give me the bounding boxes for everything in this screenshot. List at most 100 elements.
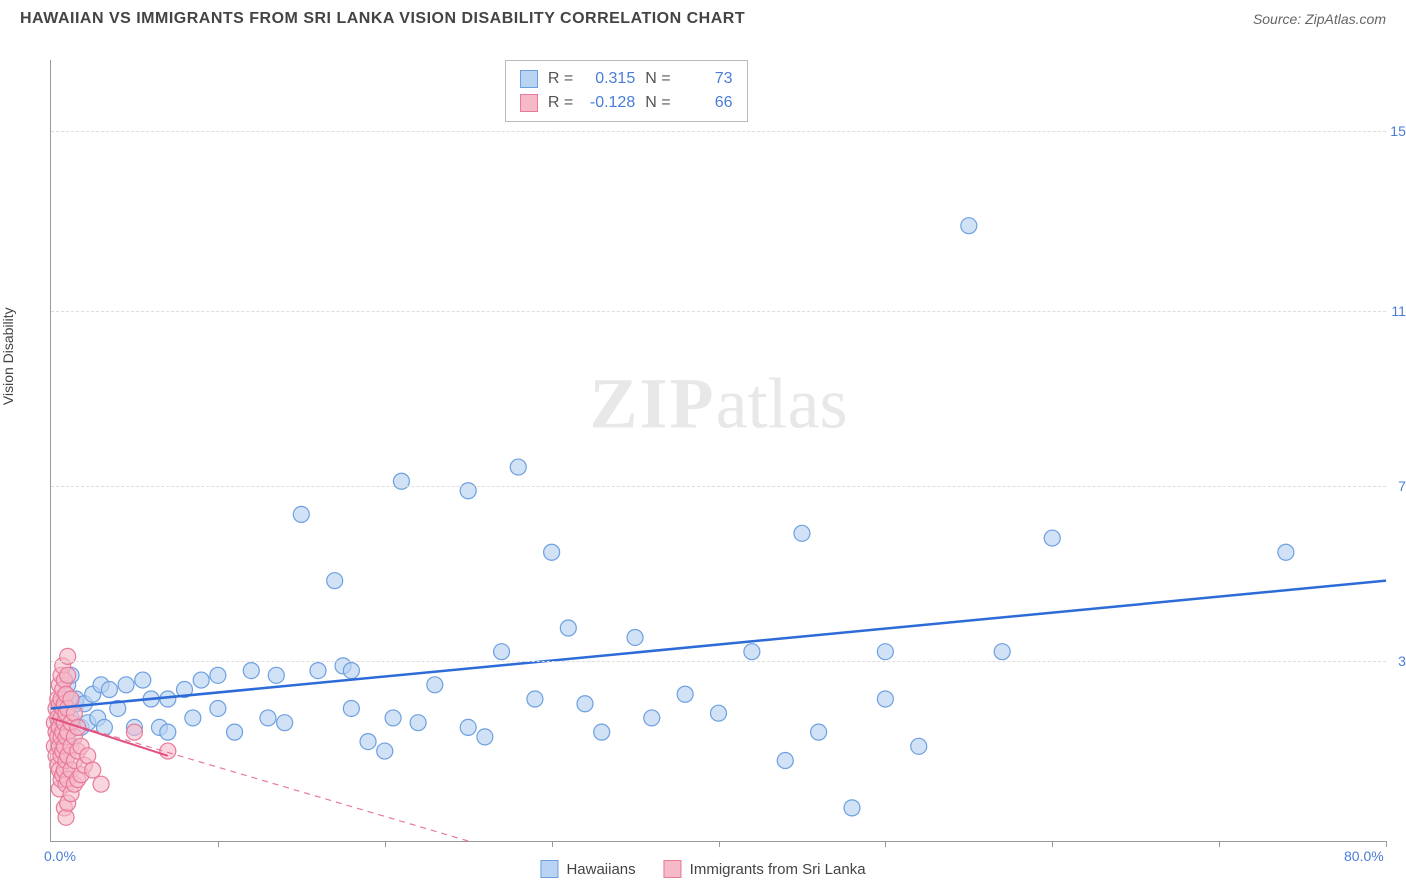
data-point <box>577 696 593 712</box>
data-point <box>227 724 243 740</box>
data-point <box>744 644 760 660</box>
data-point <box>93 776 109 792</box>
x-tick <box>719 841 720 847</box>
y-tick-label: 7.5% <box>1386 478 1406 494</box>
data-point <box>185 710 201 726</box>
data-point <box>644 710 660 726</box>
data-point <box>268 667 284 683</box>
data-point <box>1044 530 1060 546</box>
data-point <box>460 719 476 735</box>
data-point <box>777 753 793 769</box>
data-point <box>160 724 176 740</box>
data-point <box>961 218 977 234</box>
data-point <box>494 644 510 660</box>
data-point <box>260 710 276 726</box>
gridline <box>51 311 1386 312</box>
n-label: N = <box>645 67 670 91</box>
chart-plot-area: ZIPatlas R =0.315N =73R =-0.128N =66 3.8… <box>50 60 1386 842</box>
scatter-plot-svg <box>51 60 1386 841</box>
data-point <box>118 677 134 693</box>
data-point <box>877 691 893 707</box>
data-point <box>385 710 401 726</box>
source-name: ZipAtlas.com <box>1305 11 1386 27</box>
chart-header: HAWAIIAN VS IMMIGRANTS FROM SRI LANKA VI… <box>0 0 1406 28</box>
data-point <box>80 748 96 764</box>
data-point <box>527 691 543 707</box>
data-point <box>210 667 226 683</box>
data-point <box>160 743 176 759</box>
origin-label: 0.0% <box>44 848 76 864</box>
data-point <box>85 762 101 778</box>
legend: Hawaiians Immigrants from Sri Lanka <box>540 860 865 878</box>
correlation-stats-box: R =0.315N =73R =-0.128N =66 <box>505 60 748 122</box>
data-point <box>677 686 693 702</box>
data-point <box>811 724 827 740</box>
data-point <box>210 700 226 716</box>
x-tick <box>218 841 219 847</box>
n-label: N = <box>645 91 670 115</box>
y-tick-label: 11.2% <box>1386 303 1406 319</box>
data-point <box>277 715 293 731</box>
data-point <box>427 677 443 693</box>
gridline <box>51 661 1386 662</box>
r-value: 0.315 <box>583 67 635 91</box>
legend-label: Immigrants from Sri Lanka <box>690 861 866 878</box>
x-tick <box>885 841 886 847</box>
data-point <box>327 573 343 589</box>
legend-swatch <box>540 860 558 878</box>
data-point <box>193 672 209 688</box>
series-swatch <box>520 70 538 88</box>
data-point <box>1278 544 1294 560</box>
data-point <box>58 809 74 825</box>
x-tick <box>552 841 553 847</box>
legend-item: Immigrants from Sri Lanka <box>664 860 866 878</box>
r-label: R = <box>548 91 573 115</box>
data-point <box>627 629 643 645</box>
data-point <box>877 644 893 660</box>
data-point <box>343 663 359 679</box>
x-tick <box>1052 841 1053 847</box>
data-point <box>377 743 393 759</box>
x-tick <box>385 841 386 847</box>
y-axis-label: Vision Disability <box>0 307 16 405</box>
legend-swatch <box>664 860 682 878</box>
y-tick-label: 15.0% <box>1386 123 1406 139</box>
data-point <box>477 729 493 745</box>
data-point <box>343 700 359 716</box>
r-value: -0.128 <box>583 91 635 115</box>
stats-row: R =-0.128N =66 <box>520 91 733 115</box>
data-point <box>410 715 426 731</box>
data-point <box>135 672 151 688</box>
data-point <box>711 705 727 721</box>
x-tick <box>1386 841 1387 847</box>
data-point <box>243 663 259 679</box>
y-tick-label: 3.8% <box>1386 653 1406 669</box>
gridline <box>51 486 1386 487</box>
gridline <box>51 131 1386 132</box>
chart-title: HAWAIIAN VS IMMIGRANTS FROM SRI LANKA VI… <box>20 10 745 28</box>
x-max-label: 80.0% <box>1344 848 1384 864</box>
data-point <box>794 525 810 541</box>
data-point <box>560 620 576 636</box>
data-point <box>126 724 142 740</box>
legend-label: Hawaiians <box>566 861 635 878</box>
data-point <box>844 800 860 816</box>
source-prefix: Source: <box>1253 11 1305 27</box>
data-point <box>310 663 326 679</box>
data-point <box>63 691 79 707</box>
data-point <box>994 644 1010 660</box>
source-attribution: Source: ZipAtlas.com <box>1253 11 1386 27</box>
trend-line <box>51 581 1386 709</box>
data-point <box>101 682 117 698</box>
stats-row: R = 0.315 N = 73 <box>520 67 733 91</box>
r-label: R = <box>548 67 573 91</box>
n-value: 73 <box>681 67 733 91</box>
trend-line <box>51 718 468 841</box>
data-point <box>60 667 76 683</box>
data-point <box>594 724 610 740</box>
series-swatch <box>520 94 538 112</box>
data-point <box>293 506 309 522</box>
legend-item: Hawaiians <box>540 860 635 878</box>
data-point <box>911 738 927 754</box>
data-point <box>510 459 526 475</box>
